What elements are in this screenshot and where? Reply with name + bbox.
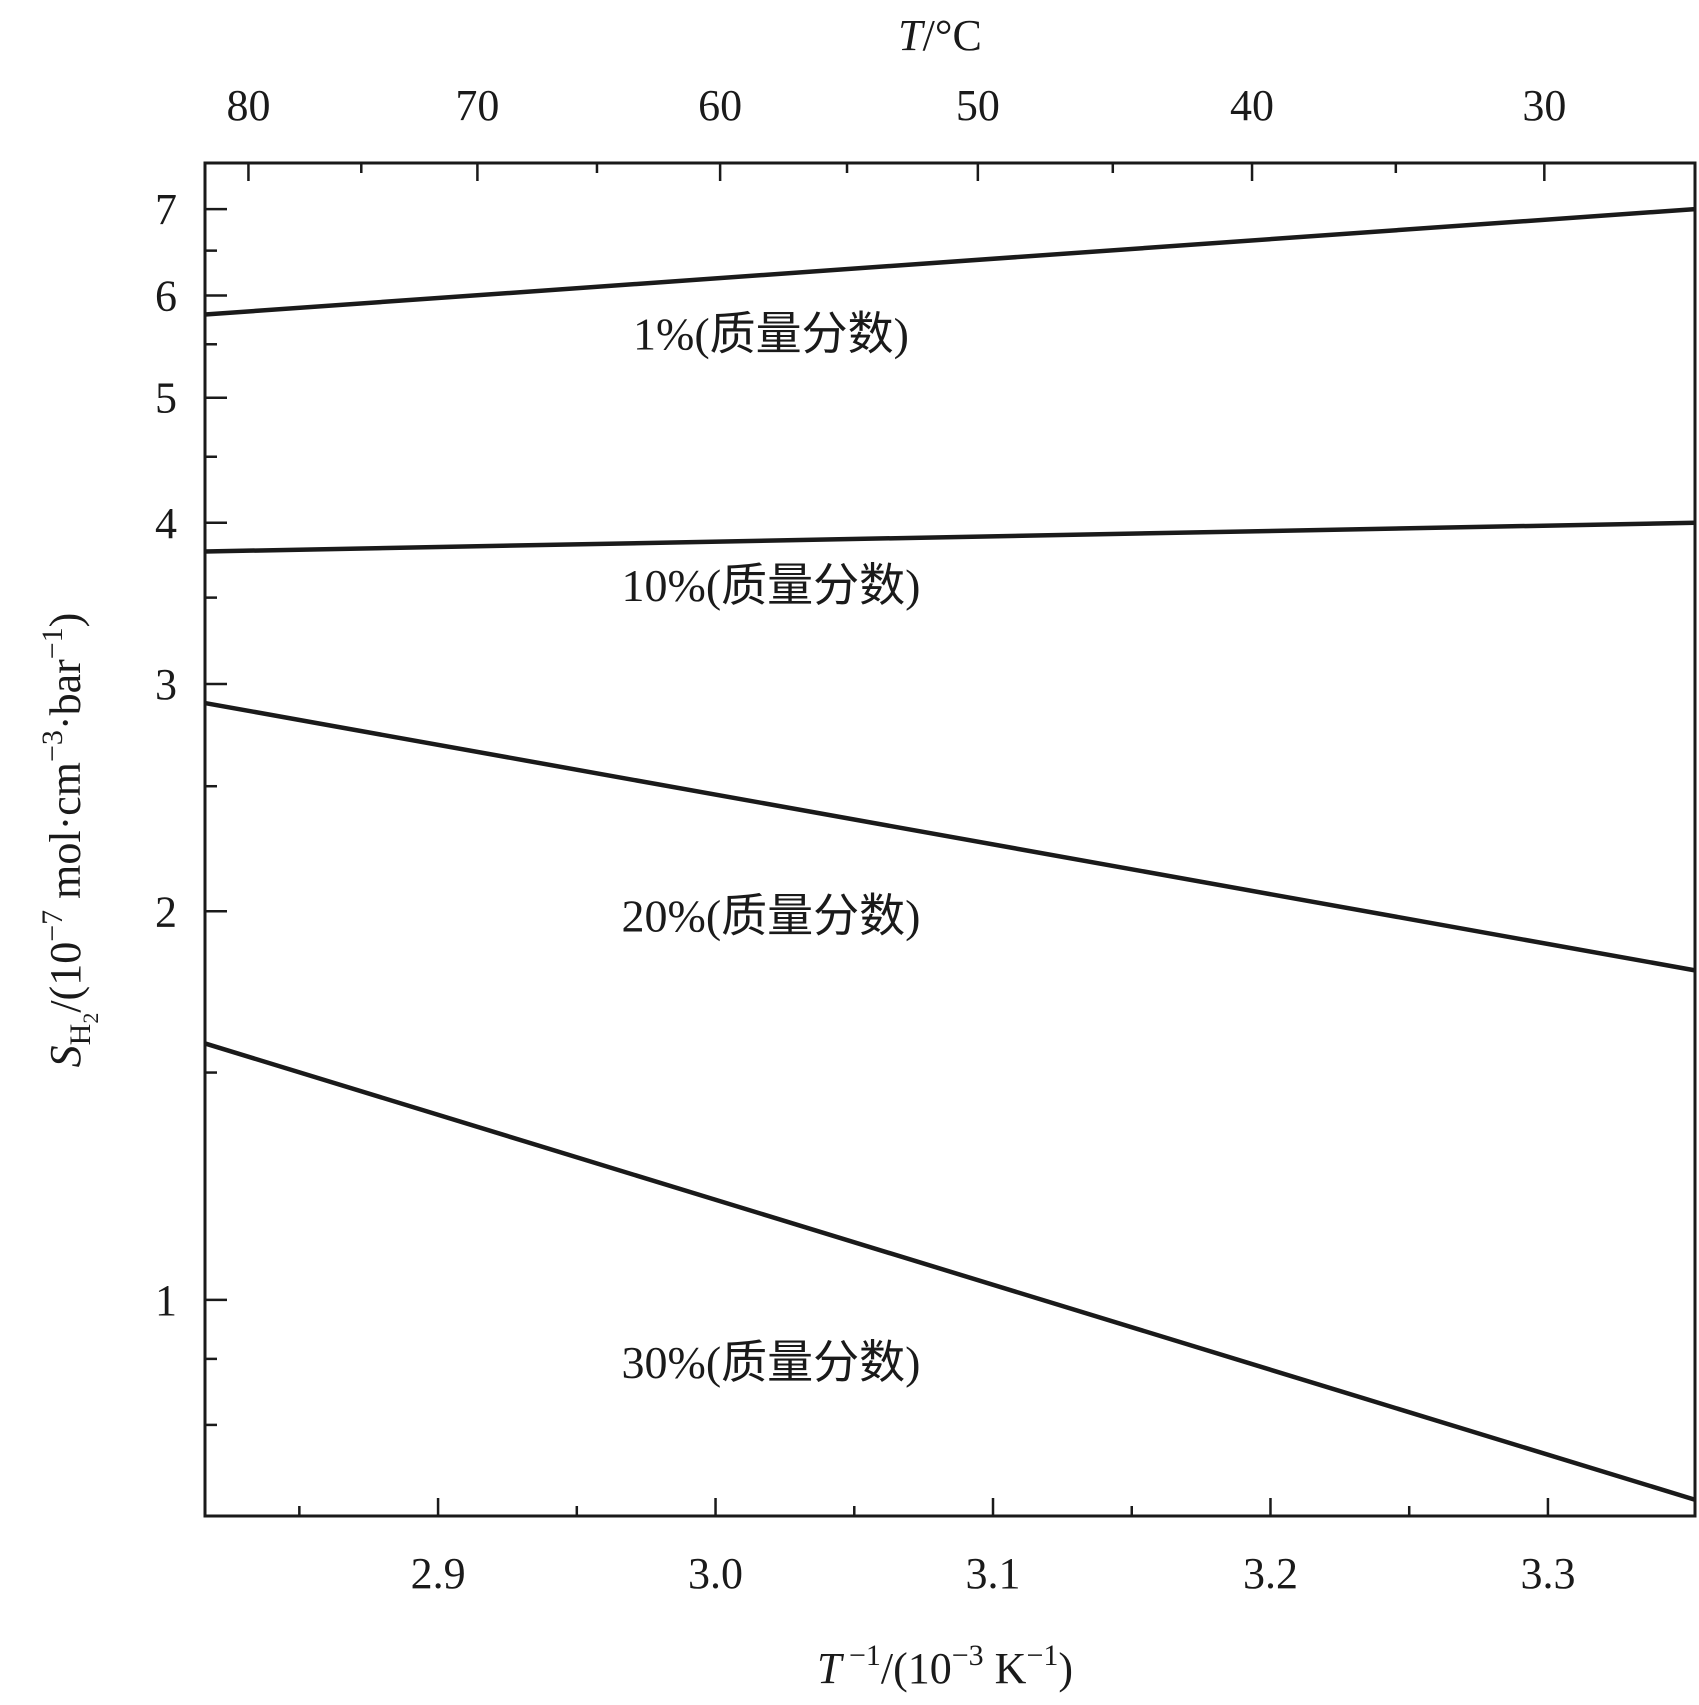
tick-labels-layer: 2.9 3.0 3.1 3.2 3.3 80 70 60 50 40 30 1 2 3 4 5 6 7 (155, 81, 1575, 1598)
series-label-1: 1%(质量分数) (633, 308, 909, 359)
series-layer: 1%(质量分数) 10%(质量分数) 20%(质量分数) 30%(质量分数) (204, 206, 1696, 1502)
series-line-4 (204, 1041, 1696, 1502)
y-axis-title: SH2/(10−7 mol·cm−3·bar−1) (36, 613, 103, 1068)
x-tick-label: 3.1 (966, 1549, 1021, 1598)
x-tick-label: 3.0 (688, 1549, 743, 1598)
y-tick-label: 2 (155, 887, 177, 936)
top-tick-label: 40 (1230, 81, 1274, 130)
series-line-2 (204, 520, 1696, 554)
x-axis-title: T −1/(10−3 K−1) (817, 1639, 1073, 1693)
top-axis-title: T/°C (898, 11, 982, 60)
series-line-1 (204, 206, 1696, 317)
series-label-4: 30%(质量分数) (622, 1337, 921, 1388)
top-tick-label: 50 (956, 81, 1000, 130)
y-tick-label: 5 (155, 374, 177, 423)
top-tick-label: 80 (226, 81, 270, 130)
y-tick-label: 4 (155, 499, 177, 548)
top-tick-label: 70 (455, 81, 499, 130)
y-tick-label: 1 (155, 1276, 177, 1325)
top-tick-label: 60 (698, 81, 742, 130)
series-line-3 (204, 700, 1696, 973)
series-label-2: 10%(质量分数) (622, 560, 921, 611)
y-tick-label: 6 (155, 272, 177, 321)
x-tick-label: 3.2 (1243, 1549, 1298, 1598)
y-tick-label: 7 (155, 185, 177, 234)
x-tick-label: 3.3 (1520, 1549, 1575, 1598)
ticks-layer (205, 163, 1550, 1516)
y-tick-label: 3 (155, 660, 177, 709)
top-tick-label: 30 (1522, 81, 1566, 130)
plot-frame (203, 161, 1697, 1518)
series-label-3: 20%(质量分数) (622, 890, 921, 941)
x-tick-label: 2.9 (411, 1549, 466, 1598)
